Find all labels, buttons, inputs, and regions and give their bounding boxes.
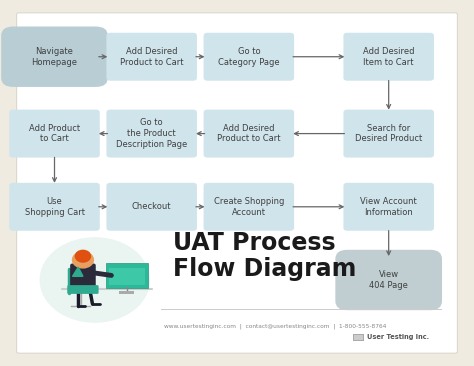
FancyBboxPatch shape [1, 27, 108, 87]
Text: www.usertestinginc.com  |  contact@usertestinginc.com  |  1-800-555-8764: www.usertestinginc.com | contact@usertes… [164, 324, 386, 329]
Text: Go to
Category Page: Go to Category Page [218, 47, 280, 67]
FancyBboxPatch shape [106, 110, 197, 157]
FancyBboxPatch shape [106, 263, 148, 288]
FancyBboxPatch shape [9, 110, 100, 157]
Text: Flow Diagram: Flow Diagram [173, 257, 356, 281]
Text: Add Desired
Item to Cart: Add Desired Item to Cart [363, 47, 414, 67]
FancyBboxPatch shape [354, 335, 363, 340]
FancyBboxPatch shape [109, 268, 145, 285]
FancyBboxPatch shape [9, 183, 100, 231]
Circle shape [40, 238, 149, 322]
FancyBboxPatch shape [343, 33, 434, 81]
Circle shape [75, 250, 91, 262]
FancyBboxPatch shape [353, 334, 364, 341]
Text: Search for
Desired Product: Search for Desired Product [355, 124, 422, 143]
Text: Go to
the Product
Description Page: Go to the Product Description Page [116, 118, 187, 149]
Text: Navigate
Homepage: Navigate Homepage [31, 47, 78, 67]
FancyBboxPatch shape [335, 250, 442, 310]
Text: Add Desired
Product to Cart: Add Desired Product to Cart [217, 124, 281, 143]
FancyBboxPatch shape [203, 33, 294, 81]
FancyBboxPatch shape [203, 110, 294, 157]
Text: Use
Shopping Cart: Use Shopping Cart [25, 197, 84, 217]
FancyBboxPatch shape [17, 13, 457, 353]
Text: Add Desired
Product to Cart: Add Desired Product to Cart [120, 47, 183, 67]
FancyBboxPatch shape [343, 110, 434, 157]
FancyBboxPatch shape [106, 183, 197, 231]
Text: View
404 Page: View 404 Page [369, 270, 408, 290]
FancyBboxPatch shape [203, 183, 294, 231]
FancyBboxPatch shape [119, 291, 135, 294]
Text: Add Product
to Cart: Add Product to Cart [29, 124, 80, 143]
FancyBboxPatch shape [106, 33, 197, 81]
Text: Create Shopping
Account: Create Shopping Account [214, 197, 284, 217]
Text: User Testing Inc.: User Testing Inc. [367, 335, 429, 340]
FancyBboxPatch shape [67, 285, 99, 294]
FancyBboxPatch shape [70, 264, 96, 287]
Text: View Account
Information: View Account Information [360, 197, 417, 217]
Polygon shape [73, 267, 83, 276]
FancyBboxPatch shape [343, 183, 434, 231]
Text: Checkout: Checkout [132, 202, 172, 211]
Circle shape [73, 252, 93, 268]
Text: UAT Process: UAT Process [173, 231, 336, 255]
